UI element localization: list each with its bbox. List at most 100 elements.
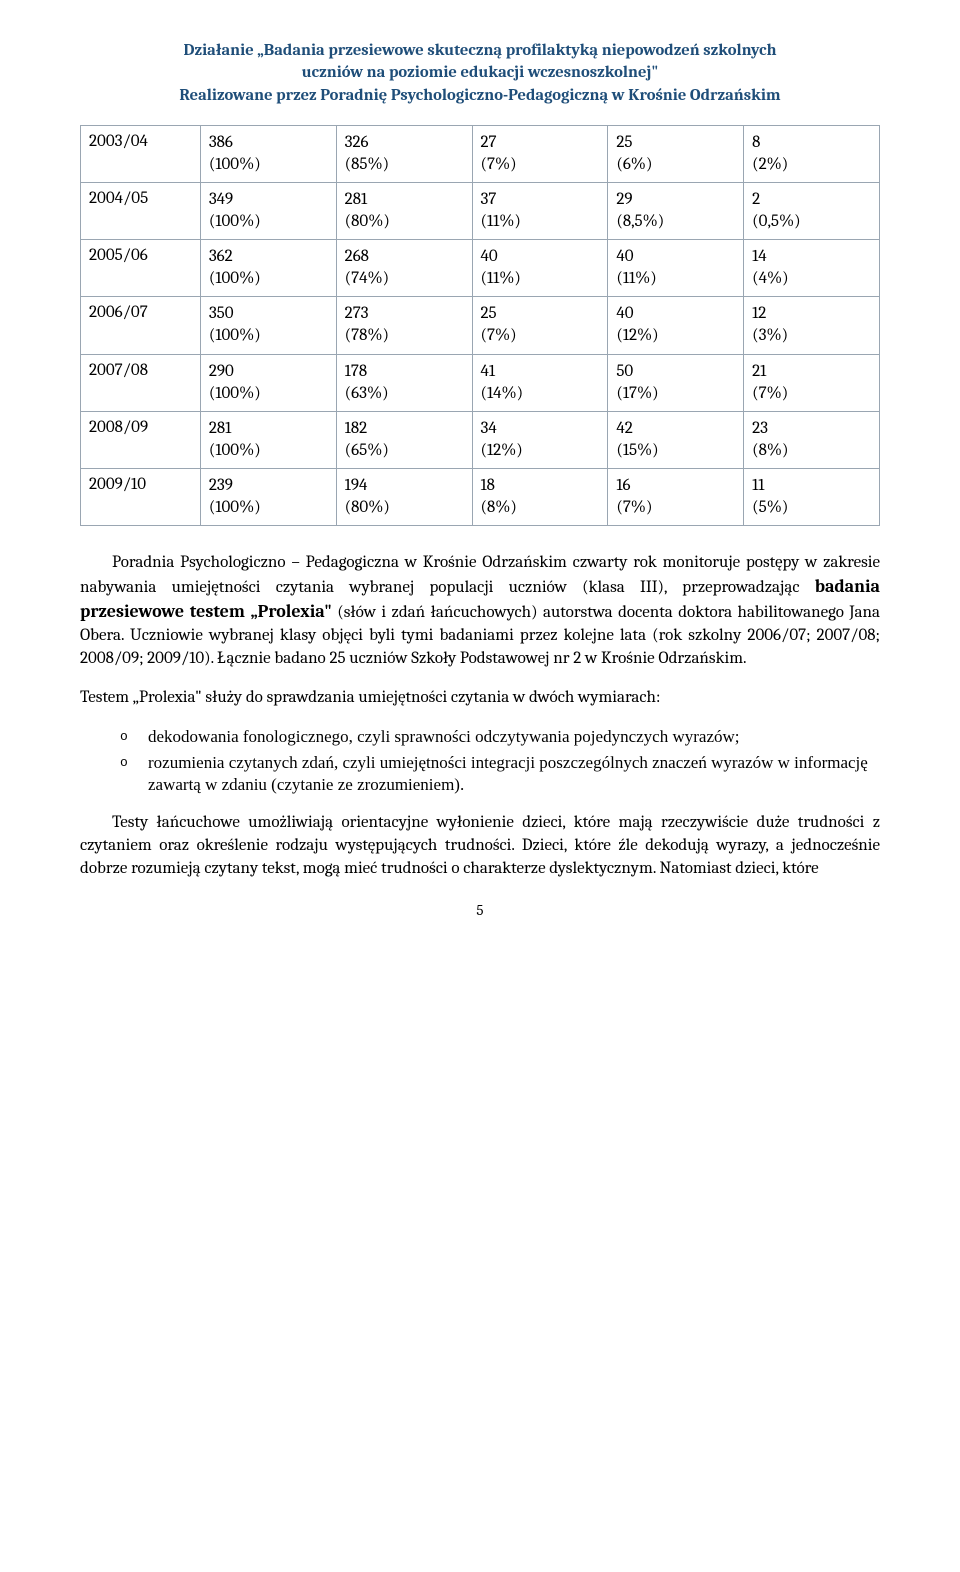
data-cell: 37(11%) <box>472 182 608 239</box>
cell-percent: (11%) <box>616 268 735 290</box>
cell-percent: (5%) <box>752 497 871 519</box>
cell-value: 8 <box>752 132 871 154</box>
cell-percent: (100%) <box>209 383 328 405</box>
cell-percent: (100%) <box>209 440 328 462</box>
data-cell: 350(100%) <box>200 297 336 354</box>
data-cell: 290(100%) <box>200 354 336 411</box>
data-cell: 27(7%) <box>472 125 608 182</box>
table-body: 2003/04386(100%)326(85%)27(7%)25(6%)8(2%… <box>81 125 880 525</box>
cell-value: 11 <box>752 475 871 497</box>
cell-value: 2 <box>752 189 871 211</box>
data-cell: 34(12%) <box>472 411 608 468</box>
cell-percent: (80%) <box>345 211 464 233</box>
cell-value: 281 <box>209 418 328 440</box>
cell-value: 21 <box>752 361 871 383</box>
cell-percent: (74%) <box>345 268 464 290</box>
cell-value: 34 <box>481 418 600 440</box>
data-cell: 239(100%) <box>200 468 336 525</box>
cell-value: 25 <box>616 132 735 154</box>
header-line-3: Realizowane przez Poradnię Psychologiczn… <box>80 85 880 107</box>
year-cell: 2005/06 <box>81 240 201 297</box>
cell-value: 349 <box>209 189 328 211</box>
data-cell: 281(80%) <box>336 182 472 239</box>
cell-percent: (12%) <box>481 440 600 462</box>
cell-value: 40 <box>481 246 600 268</box>
cell-percent: (6%) <box>616 154 735 176</box>
cell-value: 194 <box>345 475 464 497</box>
year-cell: 2009/10 <box>81 468 201 525</box>
cell-percent: (8,5%) <box>616 211 735 233</box>
cell-value: 182 <box>345 418 464 440</box>
cell-percent: (100%) <box>209 154 328 176</box>
data-cell: 21(7%) <box>744 354 880 411</box>
cell-value: 178 <box>345 361 464 383</box>
data-cell: 29(8,5%) <box>608 182 744 239</box>
year-cell: 2008/09 <box>81 411 201 468</box>
cell-percent: (3%) <box>752 325 871 347</box>
cell-percent: (15%) <box>616 440 735 462</box>
cell-value: 40 <box>616 303 735 325</box>
cell-percent: (12%) <box>616 325 735 347</box>
data-cell: 8(2%) <box>744 125 880 182</box>
cell-value: 42 <box>616 418 735 440</box>
data-cell: 40(12%) <box>608 297 744 354</box>
cell-value: 273 <box>345 303 464 325</box>
data-cell: 50(17%) <box>608 354 744 411</box>
cell-value: 23 <box>752 418 871 440</box>
data-cell: 349(100%) <box>200 182 336 239</box>
year-cell: 2006/07 <box>81 297 201 354</box>
cell-percent: (100%) <box>209 325 328 347</box>
cell-percent: (7%) <box>481 154 600 176</box>
table-row: 2009/10239(100%)194(80%)18(8%)16(7%)11(5… <box>81 468 880 525</box>
cell-value: 18 <box>481 475 600 497</box>
table-row: 2003/04386(100%)326(85%)27(7%)25(6%)8(2%… <box>81 125 880 182</box>
cell-value: 326 <box>345 132 464 154</box>
data-cell: 14(4%) <box>744 240 880 297</box>
cell-value: 239 <box>209 475 328 497</box>
cell-percent: (17%) <box>616 383 735 405</box>
paragraph-1-text-a: Poradnia Psychologiczno – Pedagogiczna w… <box>80 553 880 597</box>
cell-percent: (4%) <box>752 268 871 290</box>
data-cell: 42(15%) <box>608 411 744 468</box>
cell-value: 41 <box>481 361 600 383</box>
data-cell: 12(3%) <box>744 297 880 354</box>
cell-value: 14 <box>752 246 871 268</box>
data-cell: 40(11%) <box>472 240 608 297</box>
paragraph-1: Poradnia Psychologiczno – Pedagogiczna w… <box>80 552 880 671</box>
cell-percent: (63%) <box>345 383 464 405</box>
table-row: 2006/07350(100%)273(78%)25(7%)40(12%)12(… <box>81 297 880 354</box>
cell-value: 350 <box>209 303 328 325</box>
cell-percent: (8%) <box>481 497 600 519</box>
data-cell: 194(80%) <box>336 468 472 525</box>
bullet-list: dekodowania fonologicznego, czyli sprawn… <box>120 726 880 796</box>
bullet-item-2: rozumienia czytanych zdań, czyli umiejęt… <box>120 752 880 796</box>
page-number: 5 <box>80 901 880 919</box>
cell-value: 12 <box>752 303 871 325</box>
bullet-item-1: dekodowania fonologicznego, czyli sprawn… <box>120 726 880 748</box>
data-table: 2003/04386(100%)326(85%)27(7%)25(6%)8(2%… <box>80 125 880 526</box>
data-cell: 268(74%) <box>336 240 472 297</box>
table-row: 2004/05349(100%)281(80%)37(11%)29(8,5%)2… <box>81 182 880 239</box>
year-cell: 2007/08 <box>81 354 201 411</box>
table-row: 2005/06362(100%)268(74%)40(11%)40(11%)14… <box>81 240 880 297</box>
cell-value: 25 <box>481 303 600 325</box>
cell-percent: (11%) <box>481 211 600 233</box>
cell-value: 268 <box>345 246 464 268</box>
data-cell: 386(100%) <box>200 125 336 182</box>
cell-percent: (100%) <box>209 497 328 519</box>
cell-value: 50 <box>616 361 735 383</box>
cell-percent: (14%) <box>481 383 600 405</box>
table-row: 2007/08290(100%)178(63%)41(14%)50(17%)21… <box>81 354 880 411</box>
cell-percent: (100%) <box>209 268 328 290</box>
header-line-1: Działanie „Badania przesiewowe skuteczną… <box>80 40 880 62</box>
data-cell: 11(5%) <box>744 468 880 525</box>
data-cell: 178(63%) <box>336 354 472 411</box>
cell-percent: (85%) <box>345 154 464 176</box>
data-cell: 41(14%) <box>472 354 608 411</box>
cell-value: 40 <box>616 246 735 268</box>
data-cell: 25(6%) <box>608 125 744 182</box>
data-cell: 16(7%) <box>608 468 744 525</box>
cell-percent: (7%) <box>481 325 600 347</box>
cell-value: 16 <box>616 475 735 497</box>
data-cell: 281(100%) <box>200 411 336 468</box>
